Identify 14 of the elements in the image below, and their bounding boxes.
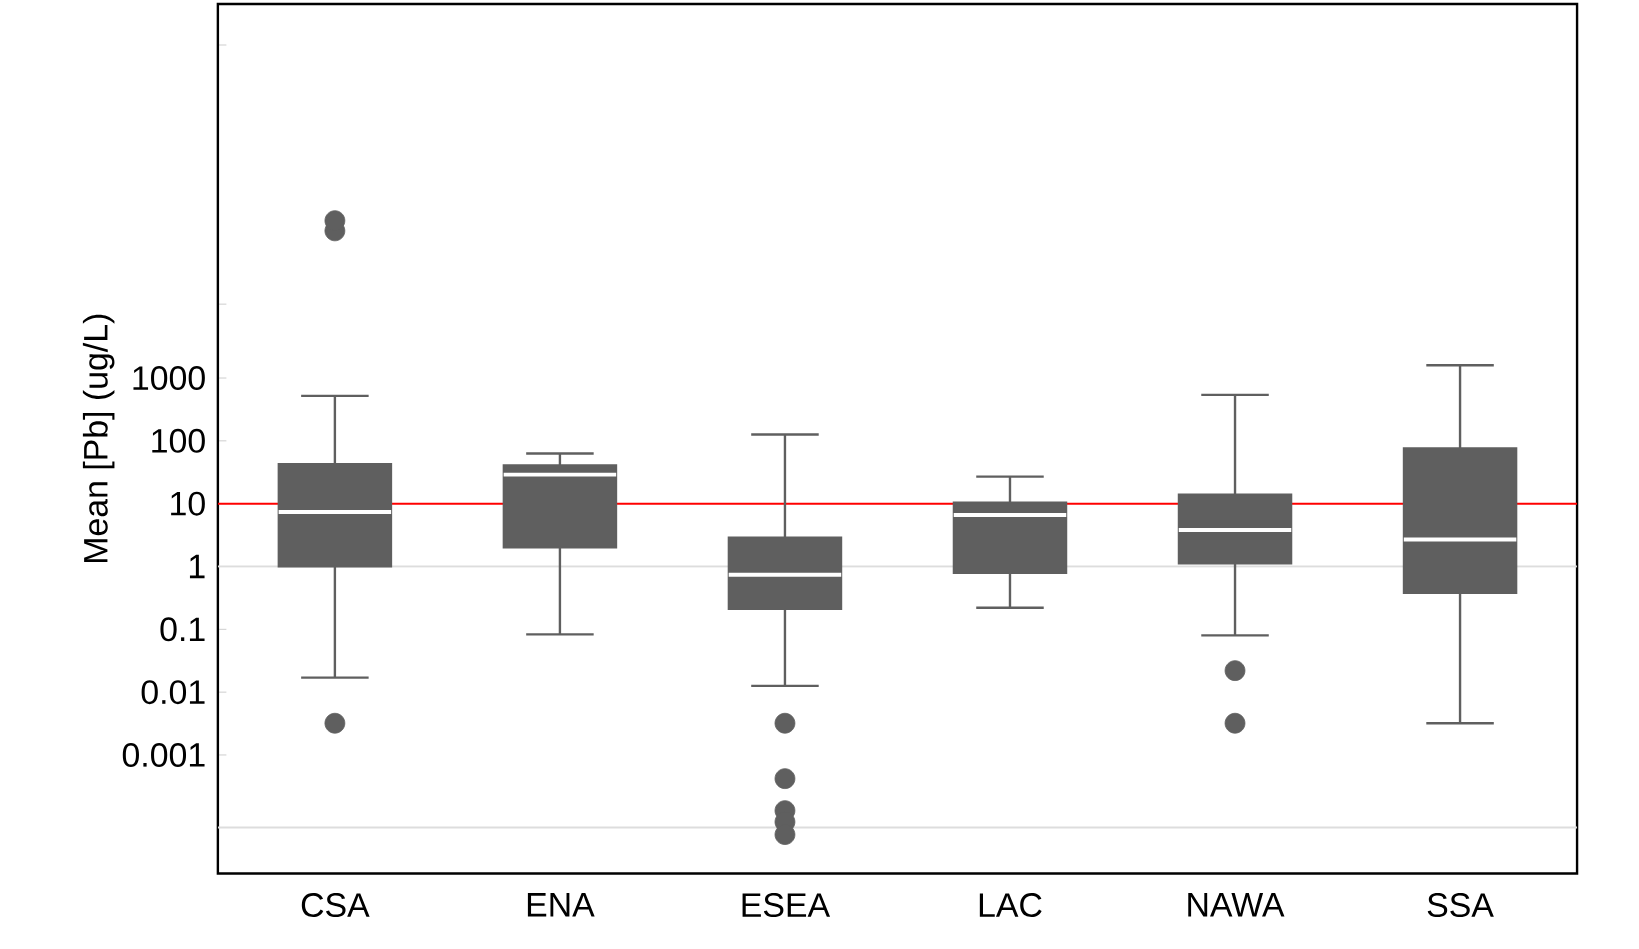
x-tick-label: SSA: [1427, 892, 1494, 917]
x-tick-label: LAC: [979, 892, 1042, 917]
y-tick-label: 10: [171, 491, 205, 516]
y-tick-label: 0.1: [160, 617, 205, 642]
y-tick-label: 100: [152, 428, 205, 453]
y-tick-label: 1: [189, 554, 205, 578]
y-tick-label: 0.01: [141, 679, 205, 704]
y-axis-title: Mean [Pb] (ug/L): [82, 314, 115, 562]
y-tick-label: 0.001: [122, 742, 205, 767]
x-tick-label: CSA: [301, 892, 370, 917]
x-tick-label: ESEA: [742, 892, 831, 917]
x-tick-label: ENA: [527, 892, 595, 917]
x-tick-label: NAWA: [1188, 892, 1285, 917]
y-tick-label: 1000: [133, 365, 205, 390]
